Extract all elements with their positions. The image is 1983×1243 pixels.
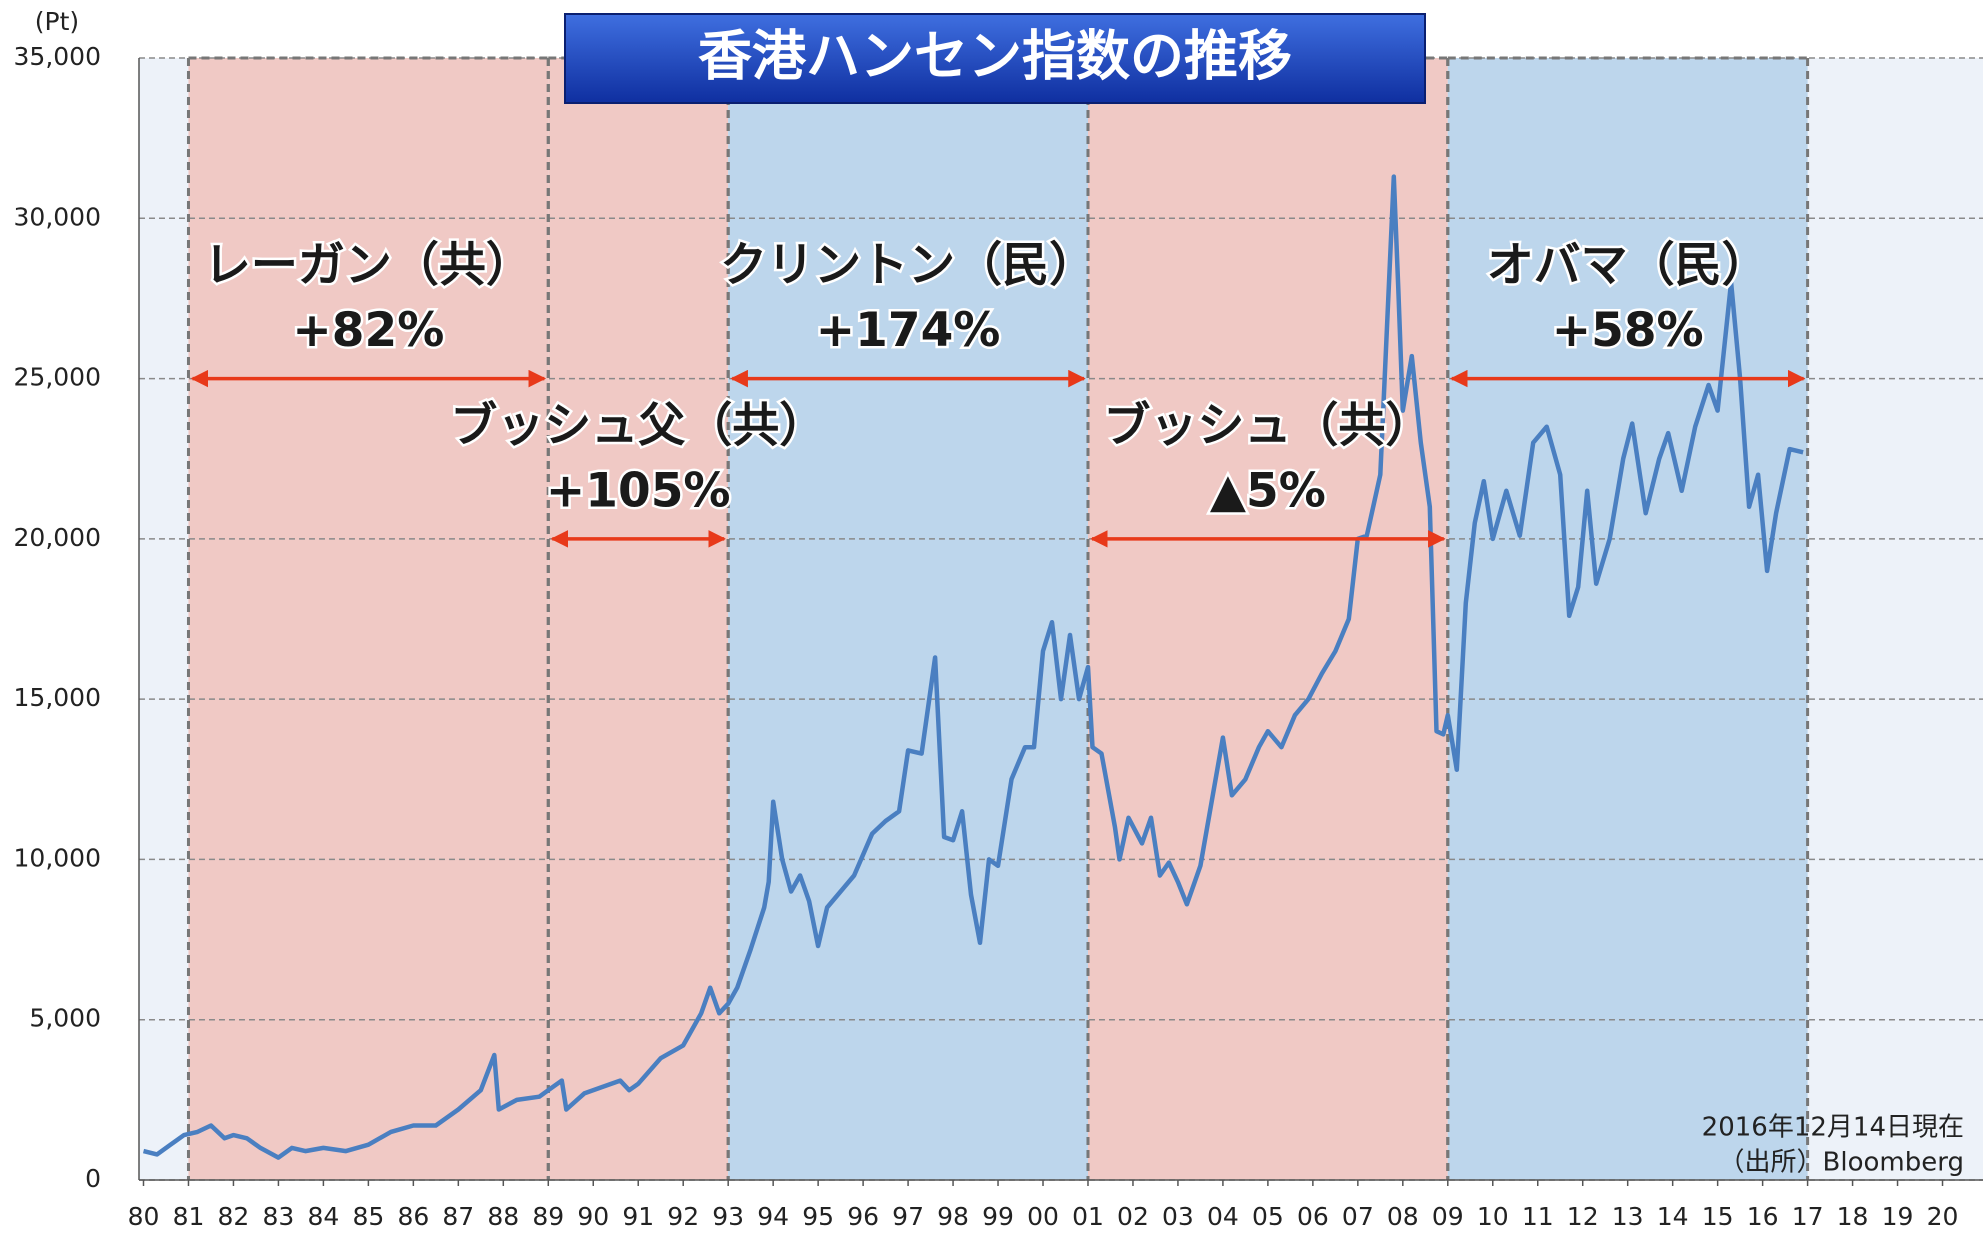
- x-tick-label: 03: [1162, 1202, 1194, 1231]
- y-tick-label: 25,000: [14, 363, 101, 392]
- y-tick-label: 0: [85, 1164, 101, 1193]
- note: 2016年12月14日現在: [1702, 1113, 1964, 1143]
- y-tick-label: 10,000: [14, 843, 101, 872]
- x-tick-label: 10: [1477, 1202, 1509, 1231]
- x-tick-label: 11: [1522, 1202, 1554, 1231]
- x-tick-label: 83: [263, 1202, 295, 1231]
- x-tick-label: 01: [1072, 1202, 1104, 1231]
- period-change: +82%: [292, 303, 444, 358]
- x-tick-label: 87: [442, 1202, 474, 1231]
- period-label: クリントン（民）: [720, 238, 1096, 293]
- period-band: [1447, 58, 1808, 1180]
- period-label: ブッシュ父（共）: [450, 398, 826, 453]
- y-tick-label: 20,000: [14, 523, 101, 552]
- x-tick-label: 20: [1927, 1202, 1959, 1231]
- x-tick-label: 84: [307, 1202, 339, 1231]
- x-tick-label: 06: [1297, 1202, 1329, 1231]
- x-tick-label: 99: [982, 1202, 1014, 1231]
- period-change: +105%: [546, 463, 731, 518]
- period-band: [728, 58, 1088, 1180]
- x-tick-label: 04: [1207, 1202, 1239, 1231]
- x-tick-label: 15: [1702, 1202, 1734, 1231]
- x-tick-label: 98: [937, 1202, 969, 1231]
- x-tick-label: 97: [892, 1202, 924, 1231]
- period-band: [188, 58, 549, 1180]
- y-tick-label: 15,000: [14, 683, 101, 712]
- period-label: ブッシュ（共）: [1103, 398, 1432, 453]
- period-band: [1087, 58, 1448, 1180]
- x-tick-label: 82: [218, 1202, 250, 1231]
- y-tick-label: 35,000: [14, 42, 101, 71]
- x-tick-label: 92: [667, 1202, 699, 1231]
- x-tick-label: 00: [1027, 1202, 1059, 1231]
- y-axis-label: (Pt): [35, 7, 79, 36]
- period-change: +58%: [1552, 303, 1704, 358]
- x-tick-label: 05: [1252, 1202, 1284, 1231]
- period-band: [548, 58, 729, 1180]
- index-line: [142, 174, 1804, 1160]
- x-tick-label: 13: [1612, 1202, 1644, 1231]
- x-tick-label: 02: [1117, 1202, 1149, 1231]
- period-label: レーガン（共）: [204, 238, 533, 293]
- x-tick-label: 95: [802, 1202, 834, 1231]
- x-tick-label: 89: [532, 1202, 564, 1231]
- chart-title: 香港ハンセン指数の推移: [698, 25, 1292, 88]
- y-tick-label: 30,000: [14, 202, 101, 231]
- x-tick-label: 80: [128, 1202, 160, 1231]
- x-tick-label: 08: [1387, 1202, 1419, 1231]
- x-tick-label: 09: [1432, 1202, 1464, 1231]
- plot-area: 0 5,000 10,000 15,000 20,000 25,000 30,000 35,0…: [14, 42, 1983, 1231]
- x-tick-label: 16: [1747, 1202, 1779, 1231]
- period-label: オバマ（民）: [1487, 238, 1769, 293]
- x-tick-label: 91: [622, 1202, 654, 1231]
- x-tick-label: 14: [1657, 1202, 1689, 1231]
- x-tick-label: 17: [1792, 1202, 1824, 1231]
- title-box: [564, 13, 1426, 104]
- x-tick-label: 90: [577, 1202, 609, 1231]
- x-tick-label: 93: [712, 1202, 744, 1231]
- x-tick-label: 19: [1882, 1202, 1914, 1231]
- x-tick-label: 07: [1342, 1202, 1374, 1231]
- period-change: +174%: [816, 303, 1001, 358]
- x-tick-label: 86: [397, 1202, 429, 1231]
- x-tick-label: 88: [487, 1202, 519, 1231]
- period-change: ▲5%: [1210, 463, 1326, 518]
- x-tick-label: 85: [352, 1202, 384, 1231]
- x-tick-label: 81: [173, 1202, 205, 1231]
- x-tick-label: 94: [757, 1202, 789, 1231]
- source-note: （出所）Bloomberg: [1719, 1148, 1964, 1178]
- x-tick-label: 96: [847, 1202, 879, 1231]
- x-tick-label: 18: [1837, 1202, 1869, 1231]
- x-tick-label: 12: [1567, 1202, 1599, 1231]
- y-tick-label: 5,000: [29, 1004, 101, 1033]
